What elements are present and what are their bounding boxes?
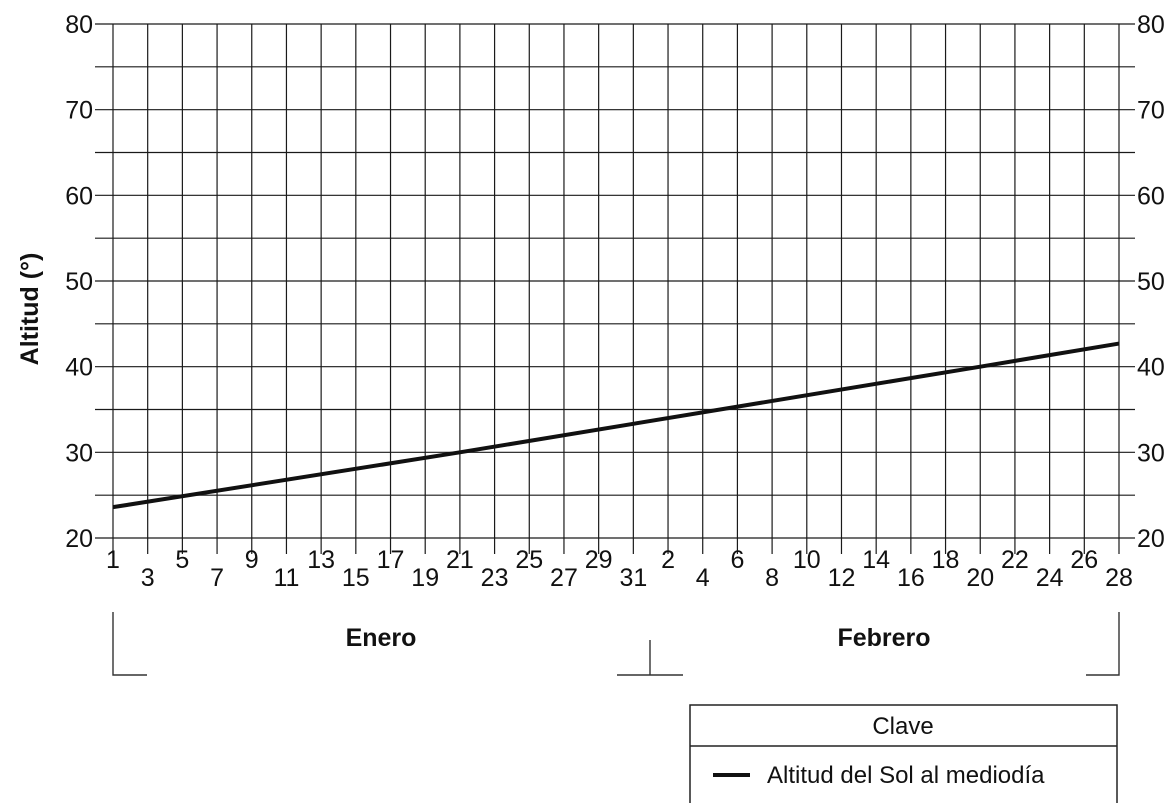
x-tick-label: 22 <box>1001 546 1029 574</box>
y-axis-label: Altitud (°) <box>16 253 44 366</box>
x-tick-label: 23 <box>481 564 509 592</box>
x-axis: 1357911131517192123252729312468101214161… <box>106 546 1133 592</box>
y-tick-label: 80 <box>65 11 93 39</box>
y-tick-label-right: 50 <box>1137 268 1165 296</box>
x-tick-label: 31 <box>619 564 647 592</box>
x-tick-label: 11 <box>273 564 299 592</box>
month-bracket <box>1086 612 1120 676</box>
x-tick-label: 21 <box>446 546 474 574</box>
x-tick-label: 4 <box>696 564 710 592</box>
month-label-febrero: Febrero <box>837 624 930 652</box>
x-tick-label: 13 <box>307 546 335 574</box>
x-tick-label: 19 <box>411 564 439 592</box>
y-tick-label-right: 80 <box>1137 11 1165 39</box>
legend-series-label: Altitud del Sol al mediodía <box>767 762 1045 789</box>
y-tick-label: 40 <box>65 354 93 382</box>
x-tick-label: 26 <box>1070 546 1098 574</box>
y-tick-label: 50 <box>65 268 93 296</box>
legend-box <box>689 704 1118 803</box>
x-tick-label: 14 <box>862 546 890 574</box>
y-tick-label: 70 <box>65 97 93 125</box>
month-label-enero: Enero <box>346 624 417 652</box>
x-tick-label: 20 <box>966 564 994 592</box>
x-tick-label: 9 <box>245 546 259 574</box>
y-tick-label: 20 <box>65 525 93 553</box>
x-tick-label: 6 <box>730 546 744 574</box>
x-tick-label: 16 <box>897 564 925 592</box>
x-tick-label: 5 <box>175 546 189 574</box>
x-tick-label: 27 <box>550 564 578 592</box>
chart-grid <box>95 23 1135 554</box>
month-bracket <box>112 612 147 676</box>
month-brackets: Enero Febrero <box>112 612 1120 676</box>
legend: Clave Altitud del Sol al mediodía <box>689 704 1118 803</box>
x-tick-label: 3 <box>141 564 155 592</box>
y-tick-label: 30 <box>65 439 93 467</box>
legend-title: Clave <box>872 713 933 740</box>
x-tick-label: 10 <box>793 546 821 574</box>
series-line <box>112 341 1120 510</box>
x-tick-label: 7 <box>210 564 224 592</box>
x-tick-label: 18 <box>932 546 960 574</box>
y-tick-label-right: 20 <box>1137 525 1165 553</box>
y-axis-left: 20 30 40 50 60 70 80 <box>65 11 93 553</box>
x-tick-label: 29 <box>585 546 613 574</box>
y-tick-label-right: 60 <box>1137 182 1165 210</box>
x-tick-label: 17 <box>377 546 405 574</box>
y-axis-right: 20 30 40 50 60 70 80 <box>1137 11 1165 553</box>
x-tick-label: 12 <box>828 564 856 592</box>
y-tick-label-right: 40 <box>1137 354 1165 382</box>
y-tick-label-right: 30 <box>1137 439 1165 467</box>
y-tick-label: 60 <box>65 182 93 210</box>
x-tick-label: 15 <box>342 564 370 592</box>
x-tick-label: 25 <box>515 546 543 574</box>
x-tick-label: 24 <box>1036 564 1064 592</box>
x-tick-label: 28 <box>1105 564 1133 592</box>
x-tick-label: 8 <box>765 564 779 592</box>
series-layer <box>112 341 1120 510</box>
x-tick-label: 2 <box>661 546 675 574</box>
y-tick-label-right: 70 <box>1137 97 1165 125</box>
x-tick-label: 1 <box>106 546 120 574</box>
